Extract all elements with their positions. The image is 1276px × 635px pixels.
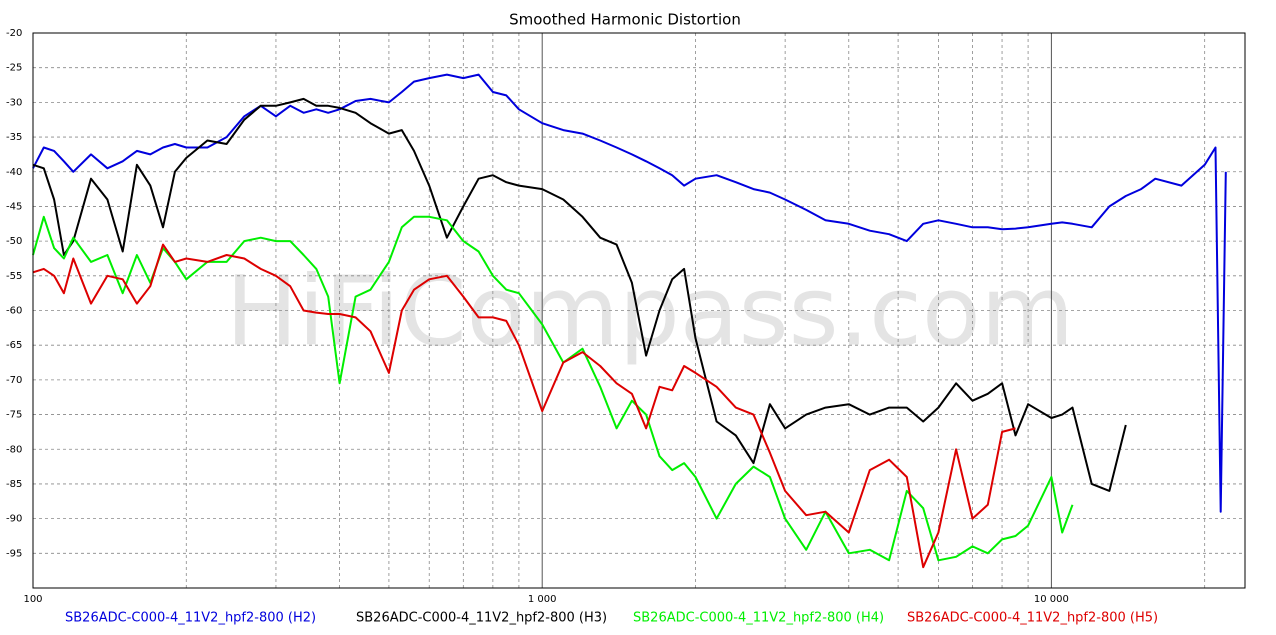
x-tick-label: 100 — [23, 594, 42, 605]
legend-entry: SB26ADC-C000-4_11V2_hpf2-800 (H5) — [907, 611, 1158, 626]
y-tick-label: -30 — [6, 97, 22, 108]
watermark: HiFiCompass.com — [226, 255, 1074, 367]
y-tick-label: -85 — [6, 479, 22, 490]
y-tick-label: -95 — [6, 548, 22, 559]
series-line — [32, 243, 1016, 569]
series-line — [32, 215, 1074, 562]
series-line — [32, 73, 1227, 513]
legend-entry: SB26ADC-C000-4_11V2_hpf2-800 (H3) — [356, 611, 607, 626]
y-tick-label: -45 — [6, 201, 22, 212]
x-tick-label: 1 000 — [528, 594, 557, 605]
y-tick-label: -80 — [6, 444, 22, 455]
y-tick-label: -20 — [6, 28, 22, 39]
y-tick-label: -60 — [6, 306, 22, 317]
y-tick-label: -25 — [6, 63, 22, 74]
series-line — [32, 97, 1127, 492]
y-tick-label: -35 — [6, 132, 22, 143]
plot-frame — [32, 32, 1246, 589]
chart-title: Smoothed Harmonic Distortion — [509, 11, 741, 29]
x-tick-label: 10 000 — [1034, 594, 1069, 605]
y-tick-label: -90 — [6, 514, 22, 525]
y-tick-label: -40 — [6, 167, 22, 178]
y-tick-label: -75 — [6, 410, 22, 421]
y-tick-label: -50 — [6, 236, 22, 247]
y-tick-label: -70 — [6, 375, 22, 386]
y-tick-label: -65 — [6, 340, 22, 351]
legend-entry: SB26ADC-C000-4_11V2_hpf2-800 (H2) — [65, 611, 316, 626]
y-tick-label: -55 — [6, 271, 22, 282]
legend-entry: SB26ADC-C000-4_11V2_hpf2-800 (H4) — [633, 611, 884, 626]
